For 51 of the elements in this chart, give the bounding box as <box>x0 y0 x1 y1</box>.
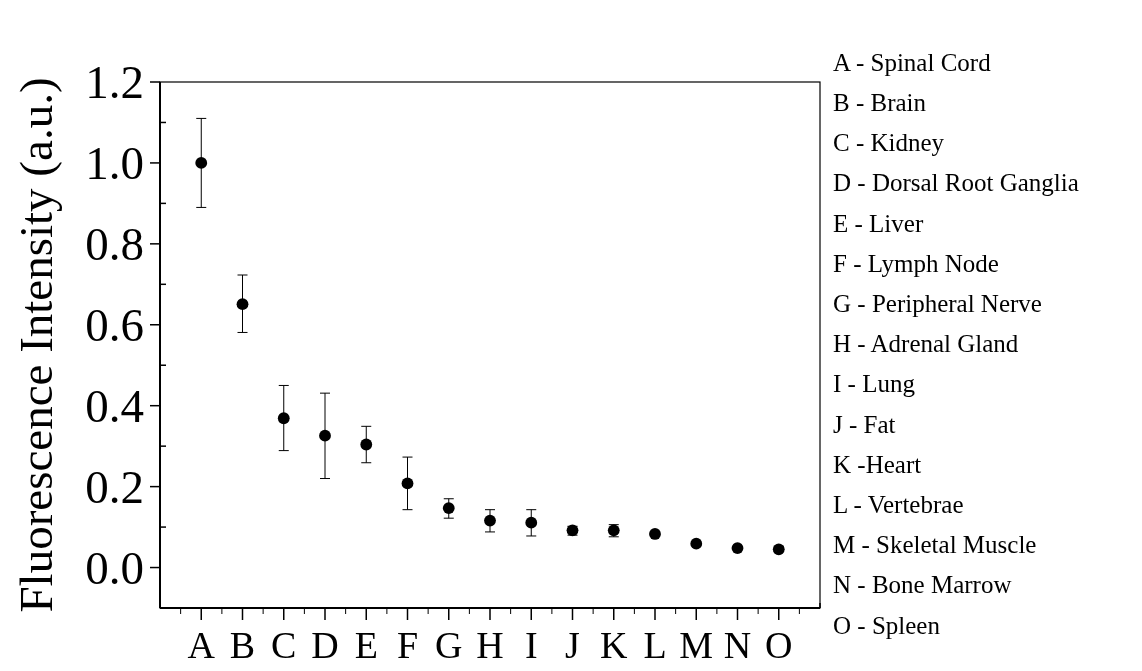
y-tick-label: 1.0 <box>85 137 144 190</box>
x-tick-label: G <box>435 624 463 666</box>
text: A - Spinal Cord <box>833 48 992 76</box>
point <box>442 502 455 514</box>
point <box>772 543 785 556</box>
x-tick-label: M <box>679 624 714 666</box>
point <box>525 516 538 529</box>
text: K -Heart <box>833 450 922 478</box>
text: C - Kidney <box>833 129 945 157</box>
x-tick-label: N <box>723 624 752 666</box>
point <box>690 537 703 550</box>
point <box>236 298 249 311</box>
text: J - Fat <box>833 410 896 438</box>
text: F - Lymph Node <box>833 249 999 277</box>
point <box>277 412 290 425</box>
x-tick-label: E <box>354 624 378 666</box>
text: M - Skeletal Muscle <box>833 531 1037 559</box>
y-axis-title: Fluorescence Intensity (a.u.) <box>10 77 62 613</box>
point <box>649 528 661 540</box>
y-tick-label: 0.6 <box>85 299 144 352</box>
point <box>731 542 744 555</box>
y-tick-label: 0.4 <box>85 380 144 433</box>
x-tick-label: K <box>600 624 629 666</box>
x-tick-label: I <box>524 624 538 666</box>
point <box>401 477 414 490</box>
x-tick-label: J <box>565 624 580 666</box>
text: N - Bone Marrow <box>833 571 1012 599</box>
text: I - Lung <box>833 370 916 398</box>
text: B - Brain <box>833 88 927 116</box>
point <box>360 438 373 451</box>
x-tick-label: H <box>476 624 504 666</box>
point <box>319 429 331 442</box>
x-tick-label: O <box>765 624 793 666</box>
x-tick-label: A <box>187 624 216 666</box>
x-tick-label: D <box>311 624 339 666</box>
y-tick-label: 0.8 <box>85 218 144 271</box>
text: O - Spleen <box>833 611 941 639</box>
x-tick-label: L <box>643 624 667 666</box>
text: L - Vertebrae <box>833 490 964 518</box>
point <box>484 514 496 527</box>
y-tick-label: 0.0 <box>85 541 144 594</box>
x-tick-label: B <box>229 624 256 666</box>
text: H - Adrenal Gland <box>833 330 1019 358</box>
y-tick-label: 1.2 <box>85 56 144 109</box>
text: G - Peripheral Nerve <box>833 289 1042 317</box>
x-tick-label: F <box>396 624 419 666</box>
y-tick-label: 0.2 <box>85 461 144 514</box>
x-tick-label: C <box>271 624 297 666</box>
point <box>195 157 208 169</box>
text: E - Liver <box>833 209 924 237</box>
text: D - Dorsal Root Ganglia <box>833 169 1079 197</box>
